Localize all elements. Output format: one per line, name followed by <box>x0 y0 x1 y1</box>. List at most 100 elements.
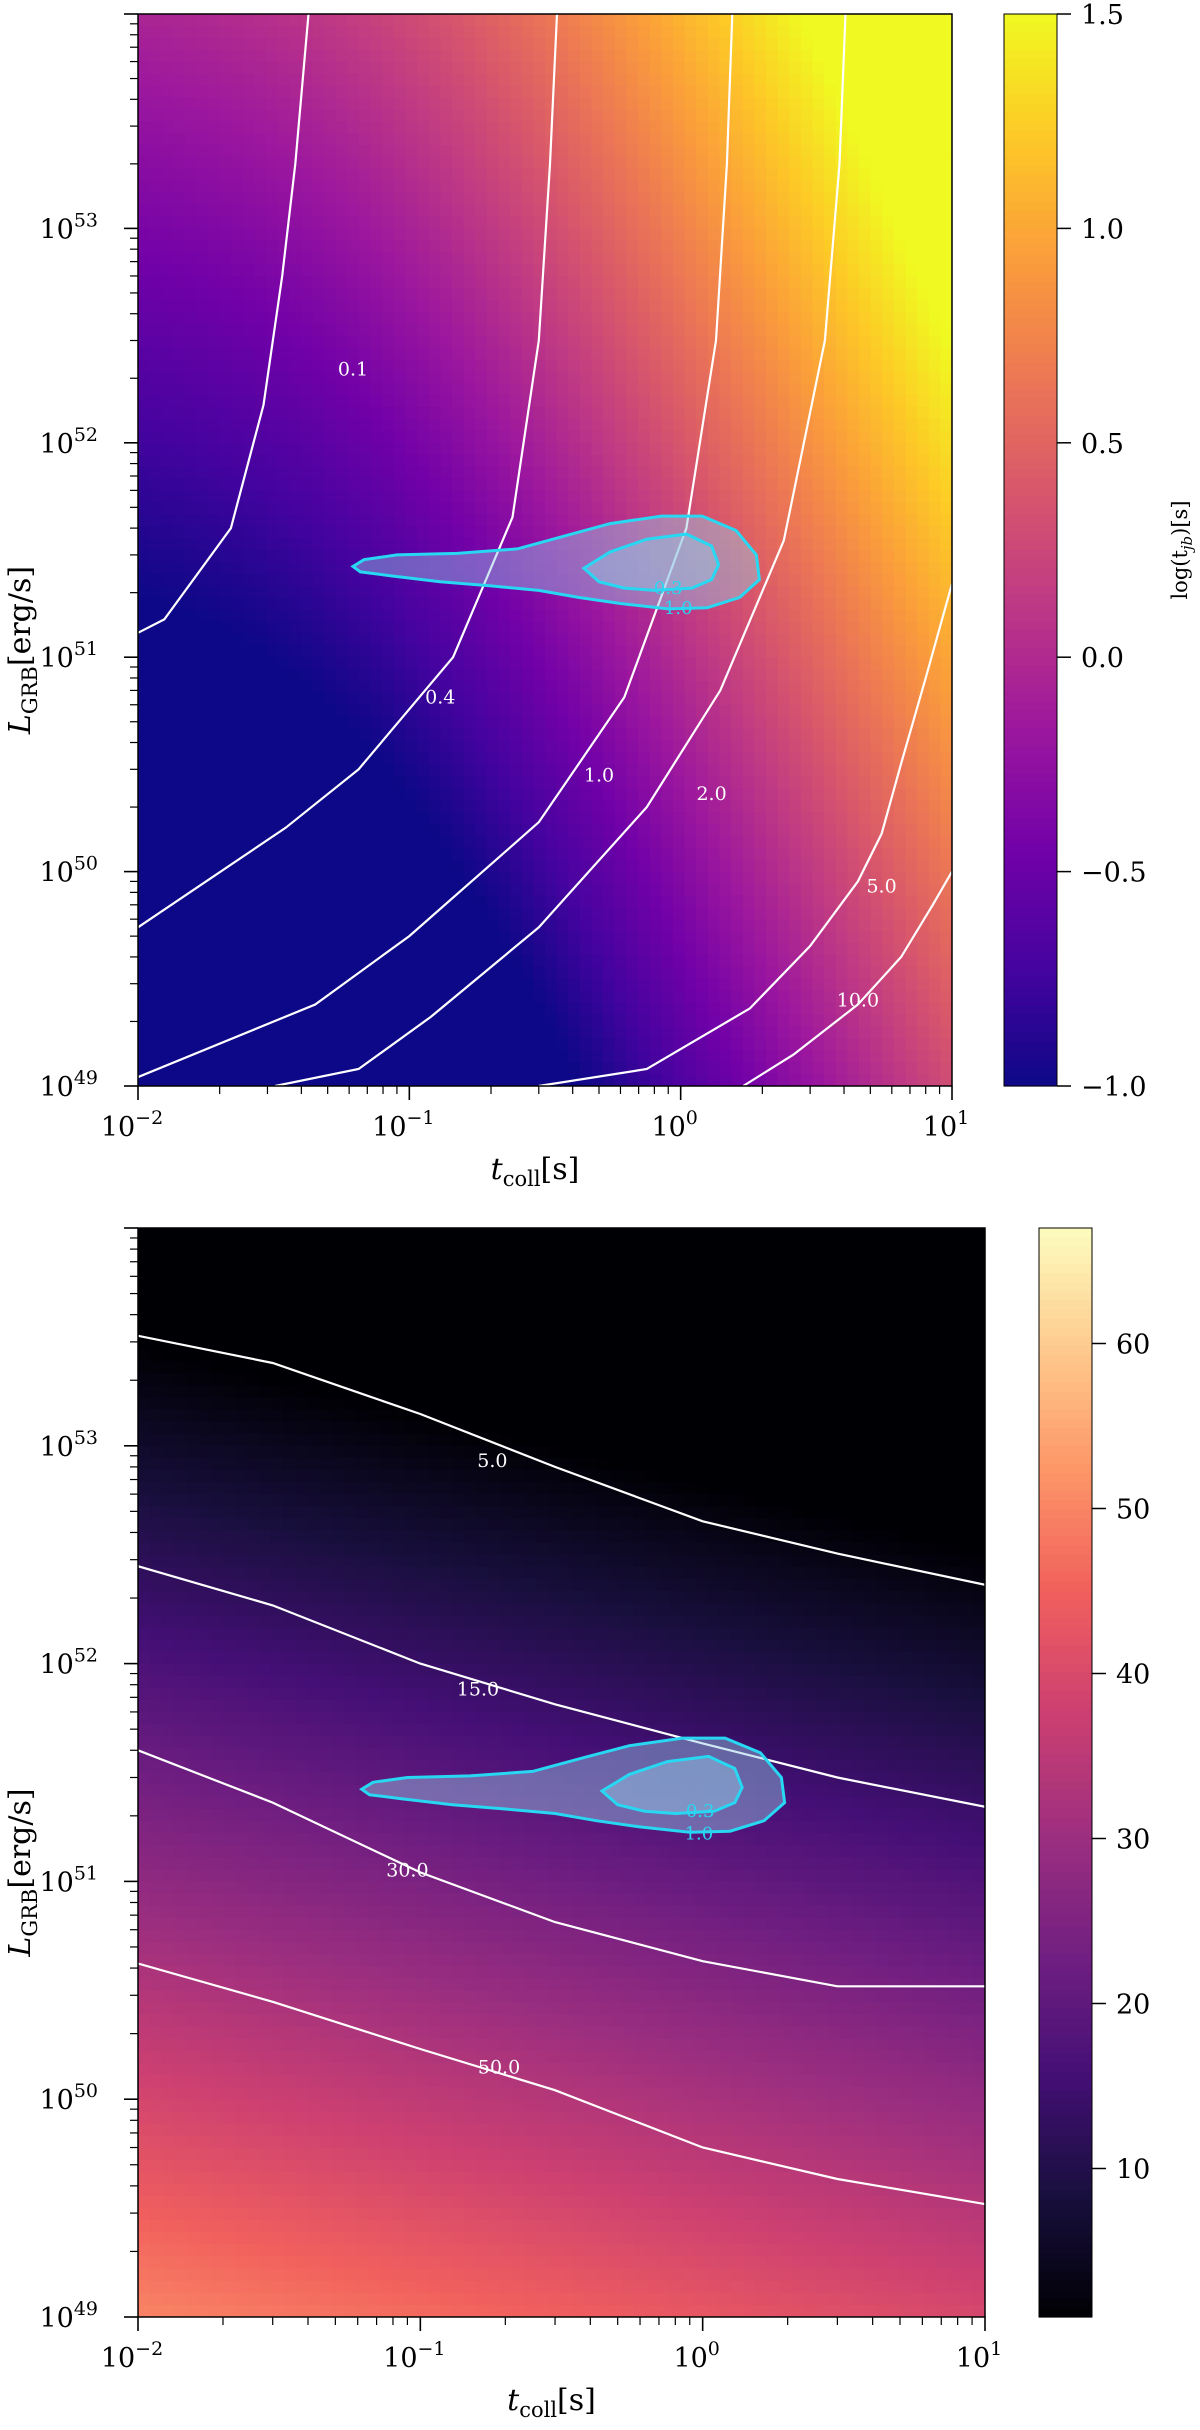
colorbar-segment <box>1004 969 1057 980</box>
colorbar-segment <box>1039 2135 1092 2146</box>
x-tick-exponent: 1 <box>990 2338 1002 2360</box>
colorbar-segment <box>1039 1300 1092 1311</box>
colorbar-segment <box>1004 630 1057 640</box>
colorbar-segment <box>1039 1228 1092 1238</box>
y-tick-label: 1050 <box>39 2080 98 2116</box>
colorbar-segment <box>1004 925 1057 935</box>
colorbar-tick-label: 0.5 <box>1081 429 1124 460</box>
colorbar-segment <box>1004 621 1057 631</box>
colorbar-label: log(tjb)[s] <box>1168 500 1196 599</box>
y-tick-exponent: 50 <box>74 853 98 875</box>
region-contour-0 <box>581 532 721 592</box>
colorbar-segment <box>1039 1255 1092 1265</box>
colorbar-segment <box>1039 2189 1092 2200</box>
colorbar-segment <box>1004 755 1057 765</box>
colorbar-tick-label: −1.0 <box>1081 1072 1147 1103</box>
x-axis-label-unit: [s] <box>557 2383 596 2418</box>
colorbar-segment <box>1039 1763 1092 1774</box>
y-axis-label-sub: GRB <box>18 666 42 714</box>
colorbar-segment <box>1039 1727 1092 1737</box>
colorbar-segment <box>1039 1627 1092 1637</box>
region-contour-1 <box>350 514 761 611</box>
colorbar-segment <box>1004 880 1057 891</box>
x-tick-exponent: 1 <box>957 1107 969 1129</box>
colorbar-segment <box>1039 2099 1092 2109</box>
x-tick-label: 101 <box>956 2338 1002 2374</box>
colorbar-segment <box>1004 675 1057 685</box>
colorbar-segment <box>1039 1790 1092 1801</box>
colorbar-segment <box>1039 1400 1092 1411</box>
colorbar-segment <box>1004 156 1057 167</box>
colorbar-segment <box>1004 130 1057 140</box>
x-axis-label-main: t <box>507 2383 520 2418</box>
colorbar-segment <box>1004 952 1057 962</box>
colorbar-segment <box>1004 49 1057 60</box>
colorbar-segment <box>1004 764 1057 774</box>
colorbar-segment <box>1039 1990 1092 2000</box>
colorbar-segment <box>1004 237 1057 247</box>
colorbar-segment <box>1004 433 1057 444</box>
contour-label-5: 10.0 <box>837 990 879 1012</box>
colorbar-segment <box>1004 889 1057 899</box>
y-tick-exponent: 49 <box>74 2298 98 2320</box>
colorbar-segment <box>1004 567 1057 578</box>
colorbar-segment <box>1004 264 1057 274</box>
colorbar-segment <box>1039 2253 1092 2264</box>
contour-label-0: 0.1 <box>338 358 368 380</box>
contour-line-2 <box>138 1749 985 1988</box>
heatmap <box>138 1228 985 2317</box>
colorbar-segment <box>1004 228 1057 238</box>
colorbar-segment <box>1004 639 1057 649</box>
colorbar-segment <box>1004 371 1057 381</box>
colorbar-segment <box>1039 2062 1092 2073</box>
colorbar-segment <box>1039 2271 1092 2282</box>
colorbar-segment <box>1004 398 1057 408</box>
colorbar-segment <box>1004 273 1057 283</box>
y-tick-label: 1052 <box>39 1645 98 1681</box>
colorbar-segment <box>1004 121 1057 131</box>
x-tick-label: 101 <box>923 1107 969 1143</box>
x-axis-label: tcoll[s] <box>507 2383 596 2422</box>
colorbar-segment <box>1039 1572 1092 1583</box>
colorbar-segment <box>1039 1473 1092 1483</box>
x-axis-label-sub: coll <box>503 1167 541 1191</box>
colorbar-segment <box>1004 514 1057 524</box>
colorbar-segment <box>1039 2280 1092 2291</box>
colorbar-segment <box>1004 442 1057 453</box>
colorbar-tick-label: 40 <box>1116 1660 1150 1691</box>
y-tick-exponent: 49 <box>74 1067 98 1089</box>
colorbar-segment <box>1004 746 1057 757</box>
colorbar-frame <box>1038 1227 1093 2318</box>
colorbar-segment <box>1039 1699 1092 1710</box>
colorbar-segment <box>1004 165 1057 176</box>
colorbar-segment <box>1004 978 1057 989</box>
colorbar-tick-label: 0.0 <box>1081 643 1124 674</box>
region-label-1: 1.0 <box>685 1823 714 1844</box>
colorbar-segment <box>1039 1554 1092 1565</box>
colorbar-segment <box>1004 148 1057 158</box>
x-tick-label: 10−2 <box>101 1107 163 1143</box>
colorbar-segment <box>1039 1972 1092 1982</box>
contour-line-0 <box>138 1334 985 1586</box>
colorbar-segment <box>1039 2153 1092 2164</box>
y-tick-exponent: 53 <box>74 1427 98 1449</box>
x-tick-label: 100 <box>673 2338 719 2374</box>
x-tick-exponent: 0 <box>686 1107 698 1129</box>
colorbar-segment <box>1004 585 1057 596</box>
y-tick-exponent: 51 <box>74 1862 98 1884</box>
colorbar-segment <box>1004 282 1057 292</box>
colorbar-segment <box>1004 701 1057 712</box>
colorbar-segment <box>1039 1963 1092 1973</box>
x-axis-label-unit: [s] <box>541 1152 580 1187</box>
contour-lines <box>138 1334 985 2206</box>
colorbar-segment <box>1039 1509 1092 1519</box>
colorbar-segment <box>1039 1591 1092 1601</box>
x-tick-base: 10 <box>372 1112 406 1143</box>
colorbar-tick-label: 30 <box>1116 1825 1150 1856</box>
y-tick-base: 10 <box>39 643 73 674</box>
colorbar-segment <box>1004 31 1057 42</box>
colorbar-segment <box>1039 1264 1092 1274</box>
y-tick-base: 10 <box>39 2085 73 2116</box>
